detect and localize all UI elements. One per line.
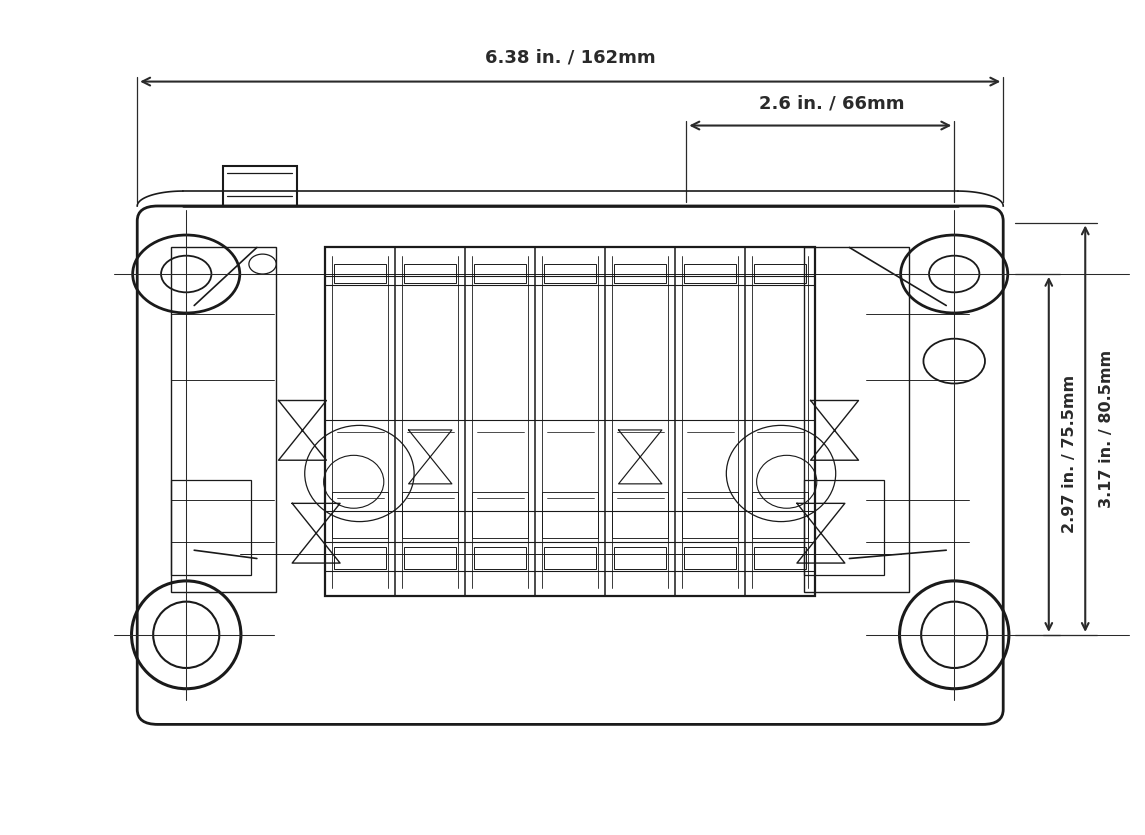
Bar (804, 480, 884, 575)
Text: 2.6 in. / 66mm: 2.6 in. / 66mm (759, 94, 905, 112)
Bar (755, 264, 806, 283)
Bar (404, 547, 456, 569)
Bar (752, 492, 808, 538)
Bar (542, 492, 599, 538)
Bar (474, 547, 526, 569)
Bar (544, 264, 597, 283)
Bar (755, 547, 806, 569)
Text: 3.17 in. / 80.5mm: 3.17 in. / 80.5mm (1099, 350, 1114, 508)
Bar (544, 547, 597, 569)
Bar (804, 247, 909, 592)
Bar (332, 492, 388, 538)
Bar (404, 264, 456, 283)
Bar (222, 166, 297, 206)
Bar (402, 492, 458, 538)
Bar (472, 492, 528, 538)
Bar (474, 264, 526, 283)
Bar (685, 547, 736, 569)
Bar (334, 264, 386, 283)
Bar (172, 247, 276, 592)
Bar (334, 547, 386, 569)
Bar (682, 492, 739, 538)
Bar (615, 264, 666, 283)
Bar (685, 264, 736, 283)
Bar (613, 492, 669, 538)
Bar (615, 547, 666, 569)
Bar (325, 247, 815, 596)
Text: 6.38 in. / 162mm: 6.38 in. / 162mm (485, 48, 656, 67)
Text: 2.97 in. / 75.5mm: 2.97 in. / 75.5mm (1063, 376, 1077, 534)
Bar (172, 480, 251, 575)
